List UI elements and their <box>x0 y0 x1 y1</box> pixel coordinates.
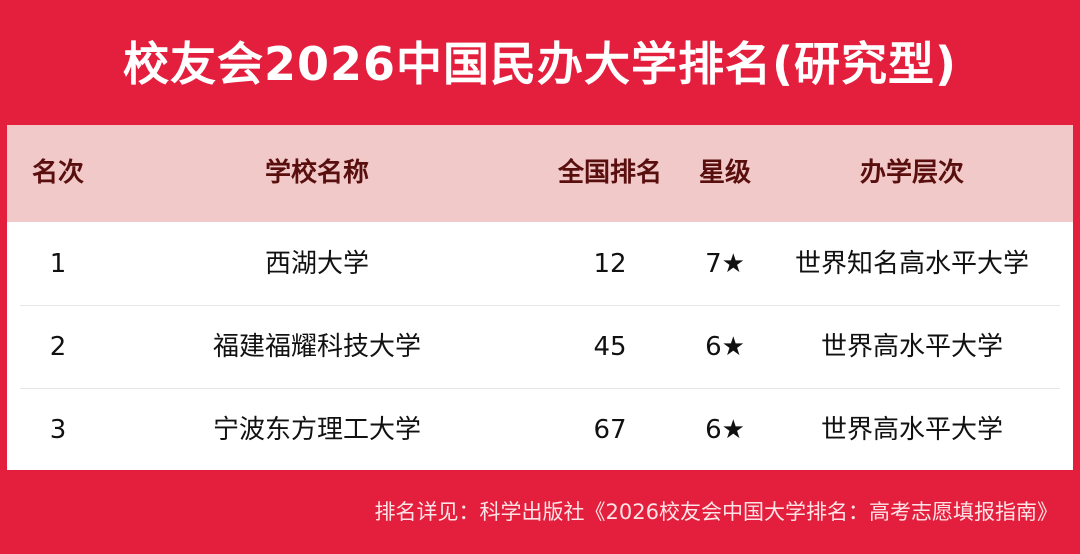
school-name-cell: 福建福耀科技大学 <box>212 332 422 362</box>
header-rank: 名次 <box>31 158 85 188</box>
source-note: 排名详见：科学出版社《2026校友会中国大学排名：高考志愿填报指南》 <box>374 500 1058 524</box>
stars-cell: 6★ <box>705 415 745 445</box>
level-cell: 世界高水平大学 <box>820 332 1004 362</box>
table-row: 1 西湖大学 12 7★ 世界知名高水平大学 <box>7 222 1073 305</box>
rank-cell: 1 <box>49 249 67 279</box>
header-level: 办学层次 <box>859 158 965 188</box>
national-rank-cell: 45 <box>593 332 627 362</box>
row-divider <box>20 388 1060 389</box>
header-national-rank: 全国排名 <box>557 158 663 188</box>
header-stars: 星级 <box>698 158 752 188</box>
school-name-cell: 西湖大学 <box>264 249 370 279</box>
school-name-cell: 宁波东方理工大学 <box>212 415 422 445</box>
national-rank-cell: 12 <box>593 249 627 279</box>
level-cell: 世界知名高水平大学 <box>794 249 1030 279</box>
table-row: 2 福建福耀科技大学 45 6★ 世界高水平大学 <box>7 305 1073 388</box>
page-title: 校友会2026中国民办大学排名(研究型) <box>122 37 958 91</box>
level-cell: 世界高水平大学 <box>820 415 1004 445</box>
stars-cell: 7★ <box>705 249 745 279</box>
table-header: 名次 学校名称 全国排名 星级 办学层次 <box>7 125 1073 222</box>
stars-cell: 6★ <box>705 332 745 362</box>
rank-cell: 2 <box>49 332 67 362</box>
header-school-name: 学校名称 <box>264 158 370 188</box>
ranking-table: 名次 学校名称 全国排名 星级 办学层次 1 西湖大学 12 7★ 世界知名高水… <box>7 125 1073 470</box>
national-rank-cell: 67 <box>593 415 627 445</box>
row-divider <box>20 305 1060 306</box>
table-row: 3 宁波东方理工大学 67 6★ 世界高水平大学 <box>7 388 1073 471</box>
rank-cell: 3 <box>49 415 67 445</box>
